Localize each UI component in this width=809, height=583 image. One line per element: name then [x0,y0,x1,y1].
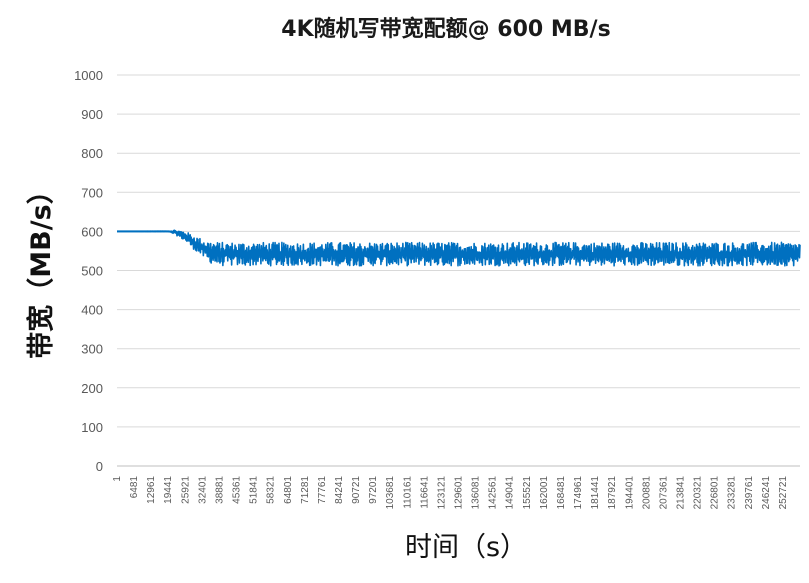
x-tick-label: 123121 [436,476,447,510]
x-tick-label: 252721 [778,476,789,510]
x-tick-label: 58321 [266,476,277,504]
x-tick-label: 136081 [471,476,482,510]
series-line [116,229,801,267]
x-tick-label: 25921 [180,476,191,504]
y-tick-label: 100 [81,420,103,435]
y-axis-ticks: 0 100 200 300 400 500 600 700 800 900 1000 [74,68,103,474]
x-tick-label: 116641 [419,476,430,509]
x-tick-label: 19441 [163,476,174,504]
y-tick-label: 300 [81,342,103,357]
x-axis-label: 时间（s） [405,532,527,563]
x-tick-label: 213841 [675,476,686,510]
x-tick-label: 207361 [658,476,669,510]
x-tick-label: 181441 [590,476,601,510]
x-tick-label: 12961 [146,476,157,504]
x-tick-label: 200881 [641,476,652,510]
x-tick-label: 1 [112,476,123,482]
x-tick-label: 45361 [232,476,243,504]
x-tick-label: 194401 [624,476,635,510]
x-tick-label: 155521 [522,476,533,510]
x-tick-label: 51841 [249,476,260,504]
x-tick-label: 97201 [368,476,379,504]
x-tick-label: 38881 [214,476,225,504]
y-tick-label: 500 [81,264,103,279]
y-tick-label: 0 [96,459,103,474]
x-tick-label: 64801 [283,476,294,504]
y-tick-label: 400 [81,303,103,318]
x-tick-label: 110161 [402,476,413,509]
x-tick-label: 149041 [505,476,516,510]
x-tick-label: 84241 [334,476,345,504]
y-tick-label: 600 [81,224,103,239]
y-tick-label: 700 [81,185,103,200]
y-axis-label: 带宽（MB/s） [25,177,57,358]
x-tick-label: 174961 [573,476,584,510]
x-tick-label: 226801 [710,476,721,510]
x-tick-label: 168481 [556,476,567,510]
series-layer [116,229,801,267]
x-tick-label: 32401 [197,476,208,504]
x-tick-label: 220321 [693,476,704,510]
x-tick-label: 90721 [351,476,362,504]
x-tick-label: 142561 [488,476,499,510]
x-tick-label: 71281 [300,476,311,504]
x-tick-label: 187921 [607,476,618,510]
x-tick-label: 162001 [539,476,550,510]
chart-title: 4K随机写带宽配额@ 600 MB/s [281,16,610,42]
x-tick-label: 239761 [744,476,755,510]
x-tick-label: 233281 [727,476,738,510]
x-tick-label: 246241 [761,476,772,510]
x-tick-label: 6481 [129,476,140,499]
x-tick-label: 129601 [454,476,465,510]
y-tick-label: 1000 [74,68,103,83]
y-tick-label: 800 [81,146,103,161]
x-axis-ticks: 1 6481 12961 19441 25921 32401 38881 45361 51841… [112,476,789,510]
y-tick-label: 200 [81,381,103,396]
x-tick-label: 103681 [385,476,396,510]
gridlines [117,74,800,467]
y-tick-label: 900 [81,107,103,122]
x-tick-label: 77761 [317,476,328,504]
